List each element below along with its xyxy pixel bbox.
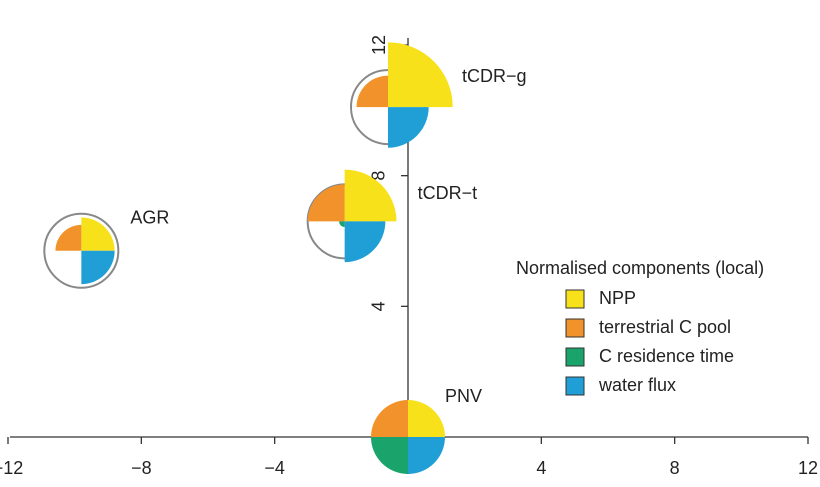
glyph-segment [55, 224, 82, 251]
glyph-segment [371, 400, 408, 437]
glyph-segment [307, 184, 345, 222]
point-label: PNV [445, 386, 482, 406]
glyph [43, 212, 120, 289]
glyph [371, 400, 445, 474]
point-label: AGR [130, 208, 169, 228]
glyph-segment [388, 107, 429, 148]
x-tick-label: −12 [0, 458, 23, 478]
legend-swatch [565, 289, 585, 309]
point-label: tCDR−g [462, 66, 527, 86]
legend-swatch [565, 347, 585, 367]
glyph-segment [81, 217, 115, 251]
glyph-segment [81, 250, 115, 285]
glyph-segment [344, 169, 397, 222]
glyph-segment [408, 437, 445, 474]
glyph-segment [388, 42, 453, 108]
legend-swatch [565, 376, 585, 396]
y-tick-label: 4 [369, 301, 389, 311]
legend-label: water flux [598, 375, 676, 395]
glyph [350, 42, 453, 148]
glyph-segment [371, 437, 408, 474]
y-tick-label: 12 [369, 35, 389, 55]
x-tick-label: 12 [798, 458, 818, 478]
x-tick-label: 4 [536, 458, 546, 478]
legend-label: NPP [599, 288, 636, 308]
legend-swatch [565, 318, 585, 338]
x-tick-label: 8 [670, 458, 680, 478]
x-tick-label: −8 [131, 458, 152, 478]
glyph-segment [356, 75, 388, 108]
legend-label: C residence time [599, 346, 734, 366]
y-tick-label: 8 [369, 171, 389, 181]
legend-title: Normalised components (local) [516, 258, 764, 278]
glyph-segment [408, 400, 445, 437]
legend-label: terrestrial C pool [599, 317, 731, 337]
glyph [306, 169, 397, 263]
x-tick-label: −4 [264, 458, 285, 478]
glyph-segment [344, 221, 386, 263]
glyph-segment [339, 221, 345, 227]
point-label: tCDR−t [418, 183, 478, 203]
